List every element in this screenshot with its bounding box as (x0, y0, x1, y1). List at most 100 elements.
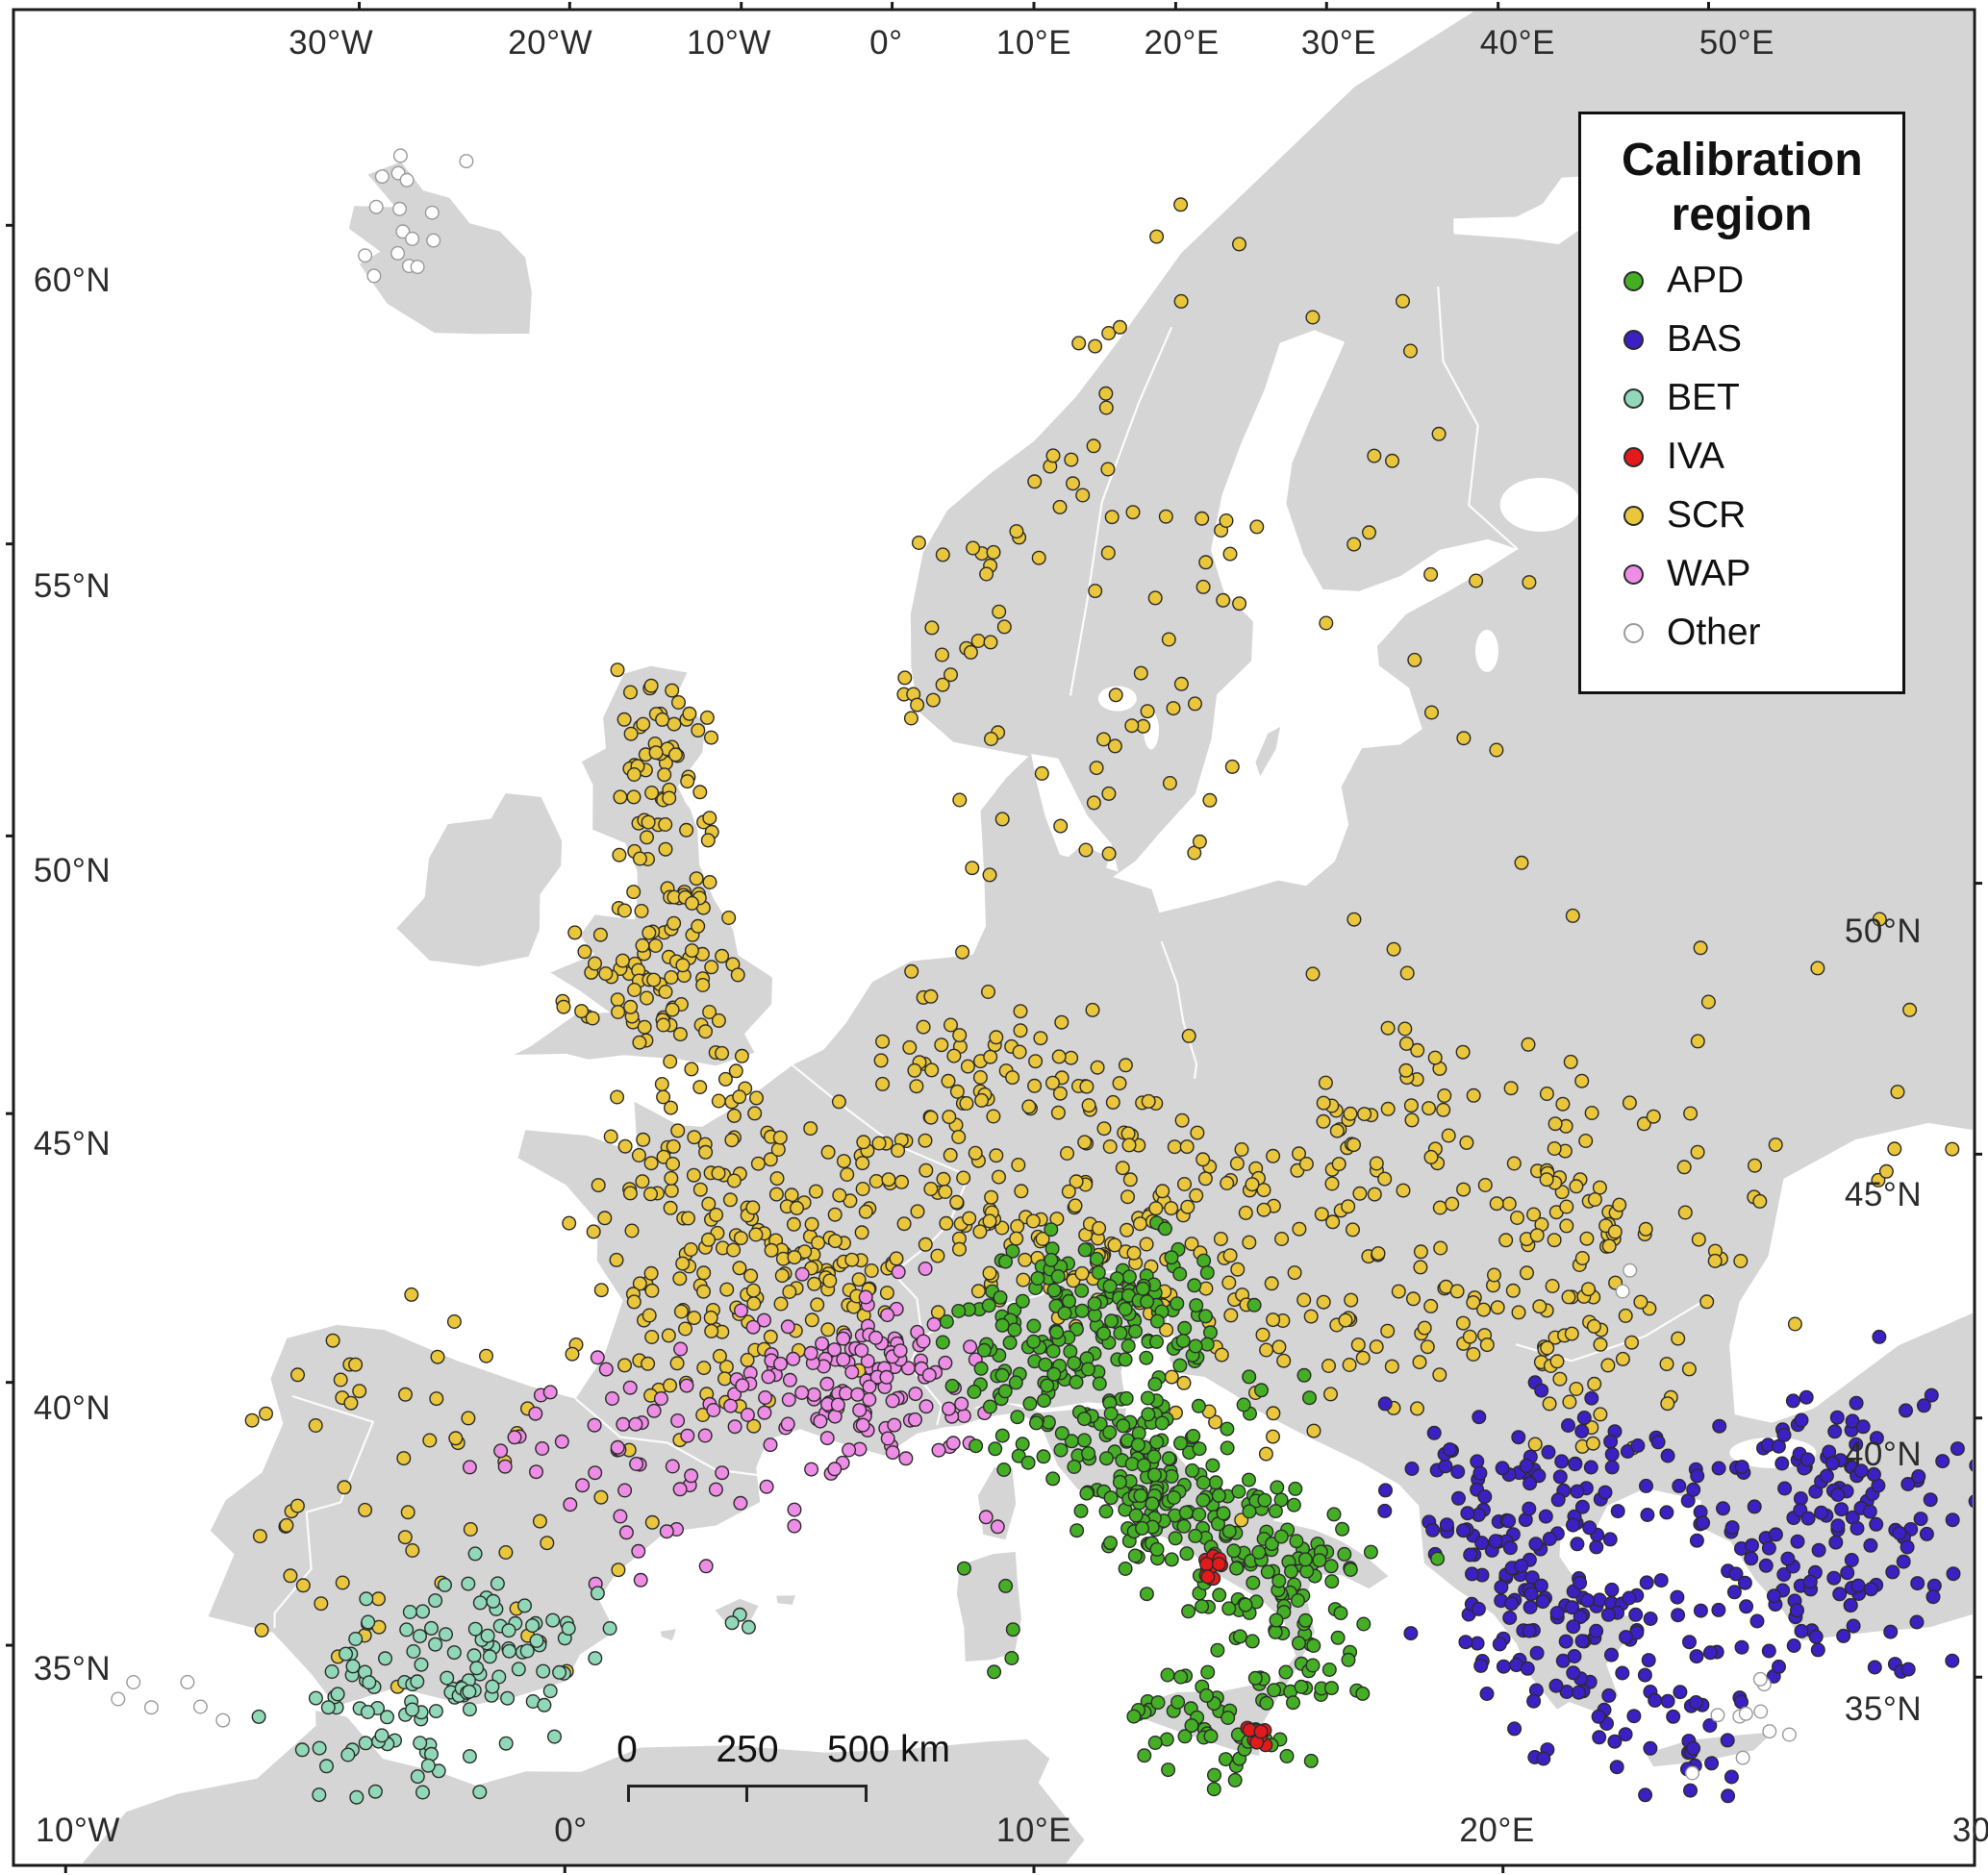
sample-point-scr (1238, 1205, 1253, 1220)
sample-point-apd (1177, 1320, 1193, 1336)
sample-point-scr (1413, 1244, 1428, 1260)
sample-point-bas (1919, 1526, 1934, 1541)
sample-point-bet (410, 1769, 425, 1785)
sample-point-bas (1758, 1558, 1774, 1573)
sample-point-bas (1455, 1523, 1471, 1538)
sample-point-scr (923, 1181, 939, 1196)
sample-point-scr (1053, 818, 1069, 834)
sample-point-wap (879, 1369, 894, 1385)
sample-point-scr (1542, 1396, 1557, 1412)
sample-point-apd (1175, 1334, 1191, 1349)
sample-point-apd (987, 1664, 1002, 1680)
legend-title: Calibration region (1622, 135, 1863, 240)
sample-point-scr (1878, 1163, 1894, 1179)
sample-point-apd (1135, 1281, 1150, 1296)
sample-point-scr (1410, 1042, 1425, 1058)
sample-point-bas (1472, 1465, 1488, 1481)
sample-point-bas (1653, 1573, 1669, 1588)
sample-point-bas (1404, 1461, 1420, 1476)
sample-point-bas (1618, 1630, 1633, 1645)
sample-point-apd (1069, 1523, 1085, 1538)
sample-point-scr (822, 1273, 838, 1288)
sample-point-scr (1121, 1138, 1137, 1153)
sample-point-wap (757, 1312, 772, 1328)
sample-point-scr (919, 1162, 934, 1178)
sample-point-apd (1288, 1481, 1303, 1496)
sample-point-bas (1834, 1502, 1850, 1517)
data-points-layer (111, 148, 1973, 1805)
sample-point-bet (367, 1784, 383, 1799)
sample-point-scr (704, 960, 719, 975)
sample-point-apd (1004, 1650, 1019, 1665)
sample-point-scr (1011, 1157, 1026, 1172)
sample-point-bas (1576, 1410, 1592, 1425)
scale-tick-end (865, 1788, 868, 1802)
sample-point-apd (1356, 1616, 1371, 1632)
sample-point-scr (721, 911, 737, 926)
sample-point-bet (472, 1595, 488, 1611)
sample-point-scr (664, 1100, 679, 1115)
sample-point-wap (665, 1459, 680, 1474)
sample-point-scr (400, 1505, 415, 1520)
sample-point-scr (1085, 1002, 1100, 1017)
sample-point-scr (1147, 590, 1163, 606)
sample-point-apd (1205, 1458, 1220, 1473)
sample-point-apd (1118, 1561, 1133, 1576)
sample-point-bet (406, 1643, 421, 1659)
sample-point-apd (1220, 1440, 1235, 1456)
sample-point-apd (1291, 1636, 1306, 1651)
sample-point-scr (1693, 940, 1708, 956)
sample-point-scr (1303, 1309, 1319, 1324)
sample-point-scr (743, 1268, 759, 1284)
sample-point-scr (1234, 1141, 1249, 1157)
sample-point-scr (749, 1090, 765, 1106)
sample-point-scr (1456, 1182, 1472, 1197)
sample-point-apd (1103, 1313, 1119, 1329)
sample-point-wap (990, 1519, 1005, 1535)
sample-point-bet (537, 1697, 552, 1712)
sample-point-scr (803, 1121, 818, 1137)
sample-point-bas (1686, 1482, 1701, 1497)
sample-point-wap (529, 1464, 544, 1480)
sample-point-scr (1319, 615, 1334, 631)
sample-point-wap (942, 1401, 957, 1416)
sample-point-scr (1403, 1098, 1419, 1113)
sample-point-scr (646, 972, 662, 988)
sample-point-bas (1846, 1618, 1861, 1634)
legend-label-bet: BET (1667, 377, 1740, 419)
sample-point-wap (803, 1345, 818, 1361)
sample-point-wap (659, 1524, 674, 1539)
sample-point-wap (735, 1378, 750, 1393)
sample-point-scr (934, 1038, 949, 1053)
sample-point-scr (1489, 1196, 1504, 1212)
sample-point-scr (1404, 1112, 1420, 1128)
sample-point-scr (1371, 1246, 1386, 1262)
sample-point-scr (1291, 1146, 1306, 1162)
sample-point-wap (926, 1316, 942, 1332)
sample-point-other (126, 1674, 141, 1689)
sample-point-bas (1602, 1532, 1618, 1547)
sample-point-scr (1164, 1201, 1179, 1216)
sample-point-scr (1092, 1220, 1107, 1236)
sample-point-apd (1128, 1508, 1144, 1523)
sample-point-wap (786, 1351, 801, 1366)
sample-point-scr (875, 1034, 891, 1049)
sample-point-scr (1527, 1437, 1543, 1452)
sample-point-bet (308, 1690, 323, 1706)
sample-point-scr (704, 730, 719, 745)
sample-point-scr (1346, 912, 1362, 927)
sample-point-apd (1064, 1434, 1079, 1449)
sample-point-scr (396, 1451, 412, 1466)
sample-point-bas (1946, 1566, 1961, 1582)
sample-point-scr (879, 1286, 894, 1301)
sample-point-scr (1179, 1139, 1195, 1155)
sample-point-wap (898, 1451, 914, 1466)
sample-point-scr (609, 1252, 624, 1267)
sample-point-scr (1061, 1184, 1076, 1199)
sample-point-scr (1164, 1369, 1179, 1385)
sample-point-scr (1321, 1358, 1336, 1373)
sample-point-bet (420, 1758, 436, 1773)
sample-point-bas (1504, 1596, 1520, 1612)
sample-point-scr (1380, 1101, 1396, 1116)
sample-point-bet (320, 1700, 336, 1715)
